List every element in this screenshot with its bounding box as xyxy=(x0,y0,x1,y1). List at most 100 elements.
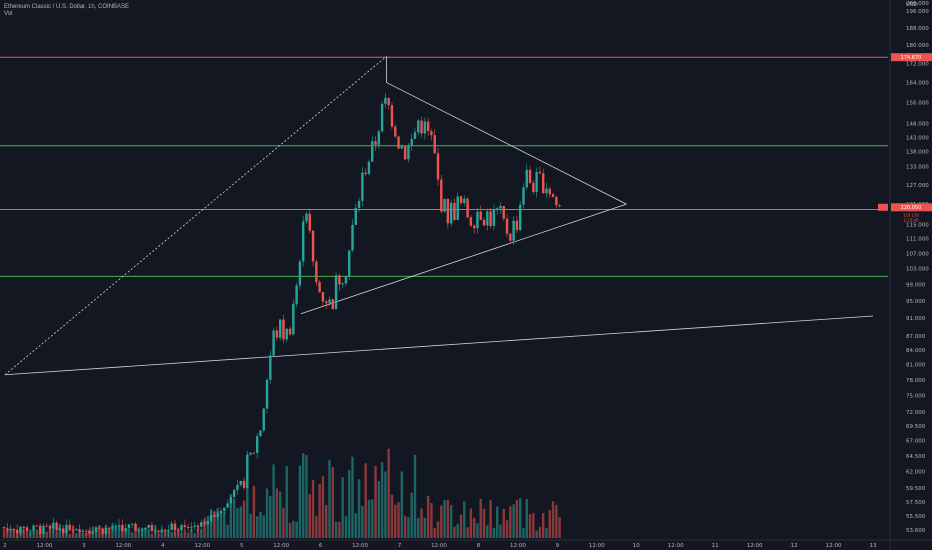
price-sub-b: 1:13:45 xyxy=(903,217,919,222)
y-tick-label: 103.000 xyxy=(906,267,929,273)
candle-body xyxy=(328,299,331,304)
volume-bar xyxy=(341,477,344,538)
x-tick-label: 12:00 xyxy=(826,543,842,549)
candle-body xyxy=(394,126,397,137)
volume-bar xyxy=(32,529,35,538)
current-price-tag-bg xyxy=(891,203,932,212)
candle-body xyxy=(528,169,532,183)
volume-bar xyxy=(71,525,75,538)
candle-body xyxy=(515,220,519,231)
y-tick-label: 188.000 xyxy=(906,26,929,32)
y-tick-label: 95.000 xyxy=(906,299,926,305)
volume-bar xyxy=(12,529,16,538)
candle-body xyxy=(354,207,358,225)
volume-bar xyxy=(420,508,423,538)
x-tick-label: 5 xyxy=(240,543,244,549)
candle-body xyxy=(374,141,377,145)
y-tick-label: 72.000 xyxy=(906,410,926,416)
candle-body xyxy=(463,198,466,204)
volume-bar xyxy=(84,532,88,538)
candle-body xyxy=(232,490,236,498)
volume-label: Vol xyxy=(4,11,13,17)
x-tick-label: 7 xyxy=(398,543,402,549)
candle-body xyxy=(117,524,121,526)
volume-bar xyxy=(170,531,173,538)
volume-bar xyxy=(390,494,394,538)
candle-body xyxy=(525,169,528,188)
volume-bar xyxy=(65,529,68,538)
y-tick-label: 127.000 xyxy=(906,183,929,189)
volume-bar xyxy=(25,526,29,538)
y-tick-label: 64.500 xyxy=(906,454,926,460)
red-line-price-tag-bg xyxy=(891,53,932,62)
volume-bar xyxy=(535,530,538,538)
x-tick-label: 3 xyxy=(82,543,86,549)
candle-body xyxy=(364,172,367,175)
y-tick-label: 200.000 xyxy=(906,1,929,7)
volume-bar xyxy=(384,471,387,538)
y-tick-label: 75.000 xyxy=(906,394,926,400)
y-tick-label: 62.000 xyxy=(906,470,926,476)
candle-body xyxy=(301,221,305,262)
y-tick-label: 143.000 xyxy=(906,135,929,141)
red-line-price-tag: 174.670 xyxy=(891,53,932,62)
volume-bar xyxy=(147,529,150,538)
candle-body xyxy=(200,522,203,527)
volume-bar xyxy=(193,533,196,538)
candle-body xyxy=(288,328,292,335)
volume-bar xyxy=(515,500,519,538)
volume-bar xyxy=(469,508,473,538)
volume-bar xyxy=(196,526,200,538)
volume-bar xyxy=(423,517,427,538)
candle-body xyxy=(6,528,9,531)
x-tick-label: 4 xyxy=(161,543,165,549)
volume-bar xyxy=(265,488,269,538)
x-tick-label: 12:00 xyxy=(431,543,447,549)
candle-body xyxy=(403,146,407,160)
volume-bar xyxy=(52,527,55,538)
candle-body xyxy=(522,187,525,205)
volume-bar xyxy=(160,528,164,538)
candle-body xyxy=(417,120,420,133)
volume-bar xyxy=(278,491,282,538)
candle-body xyxy=(255,436,259,453)
candle-body xyxy=(81,530,85,533)
candle-body xyxy=(249,452,252,455)
candle-body xyxy=(278,319,282,338)
y-tick-label: 115.000 xyxy=(906,222,929,228)
volume-bar xyxy=(558,517,561,538)
volume-bar xyxy=(380,462,384,538)
candle-body xyxy=(193,525,196,528)
y-tick-label: 156.000 xyxy=(906,100,929,106)
volume-bar xyxy=(282,507,285,538)
volume-bar xyxy=(377,481,381,538)
candle-body xyxy=(545,188,548,194)
volume-bar xyxy=(177,527,180,538)
volume-bar xyxy=(55,531,58,538)
candle-body xyxy=(295,285,298,304)
volume-bar xyxy=(94,526,98,538)
volume-bar xyxy=(325,504,328,538)
volume-bar xyxy=(104,524,108,538)
x-tick-label: 12:00 xyxy=(668,543,684,549)
candle-body xyxy=(466,198,469,218)
candle-body xyxy=(387,97,390,106)
volume-bar xyxy=(213,511,216,538)
volume-bar xyxy=(9,529,12,538)
candle-body xyxy=(482,219,486,226)
x-tick-label: 12:00 xyxy=(273,543,289,549)
candle-body xyxy=(555,197,558,206)
candle-body xyxy=(78,529,81,533)
volume-bar xyxy=(216,508,219,538)
volume-bar xyxy=(472,517,476,538)
volume-bar xyxy=(2,529,6,538)
candle-body xyxy=(101,528,104,534)
volume-bar xyxy=(275,488,279,538)
candle-body xyxy=(226,503,229,508)
volume-bar xyxy=(121,527,124,538)
volume-bar xyxy=(285,466,288,538)
x-tick-label: 12:00 xyxy=(352,543,368,549)
volume-bar xyxy=(186,532,190,538)
volume-bar xyxy=(361,505,364,538)
